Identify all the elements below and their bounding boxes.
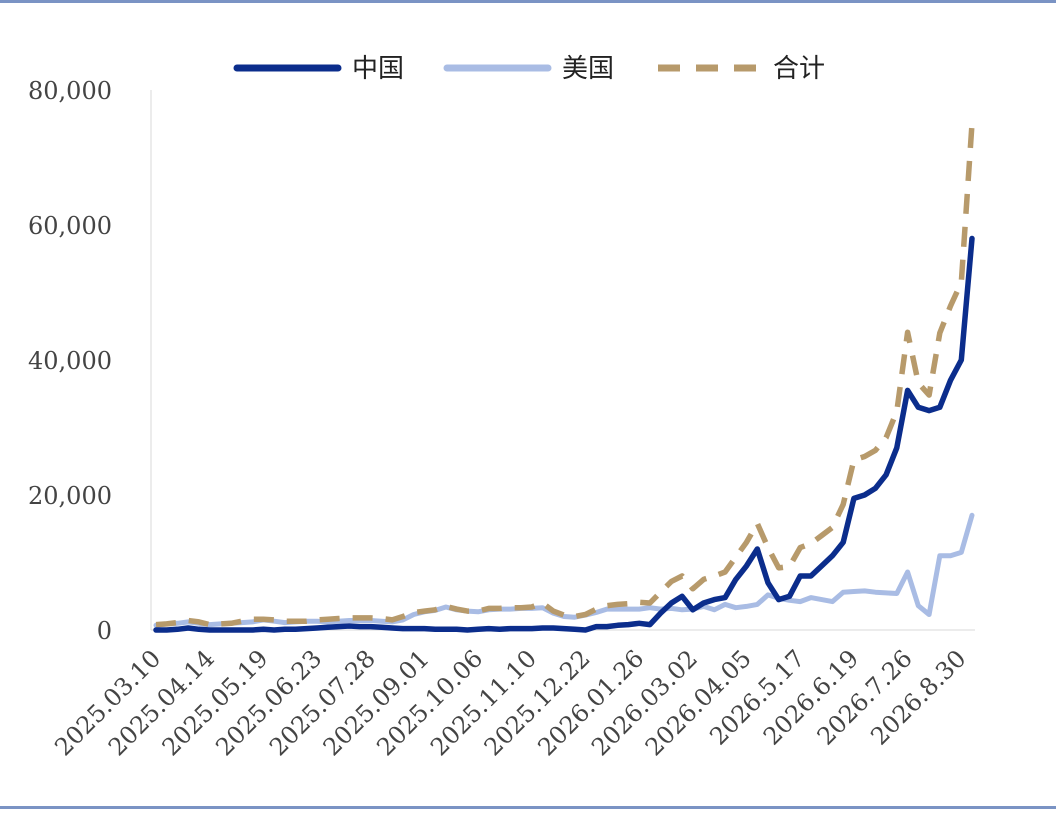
y-tick-label: 60,000 (28, 212, 112, 240)
top-rule (0, 0, 1056, 3)
y-tick-label: 80,000 (28, 77, 112, 105)
series-line-2 (155, 123, 975, 628)
series-line-1 (153, 512, 975, 628)
bottom-rule (0, 806, 1056, 809)
legend-label: 中国 (352, 54, 404, 84)
y-axis: 0 20,000 40,000 60,000 80,000 (28, 77, 975, 645)
series-layer (153, 123, 975, 633)
y-tick-label: 40,000 (28, 347, 112, 375)
legend-label: 合计 (773, 54, 825, 84)
x-axis: 2025.03.102025.04.142025.05.192025.06.23… (49, 644, 971, 761)
y-tick-label: 20,000 (28, 482, 112, 510)
legend-label: 美国 (562, 54, 614, 84)
legend: 中国 美国 合计 (233, 54, 825, 84)
y-tick-label: 0 (97, 617, 112, 645)
series-line-0 (153, 235, 975, 633)
